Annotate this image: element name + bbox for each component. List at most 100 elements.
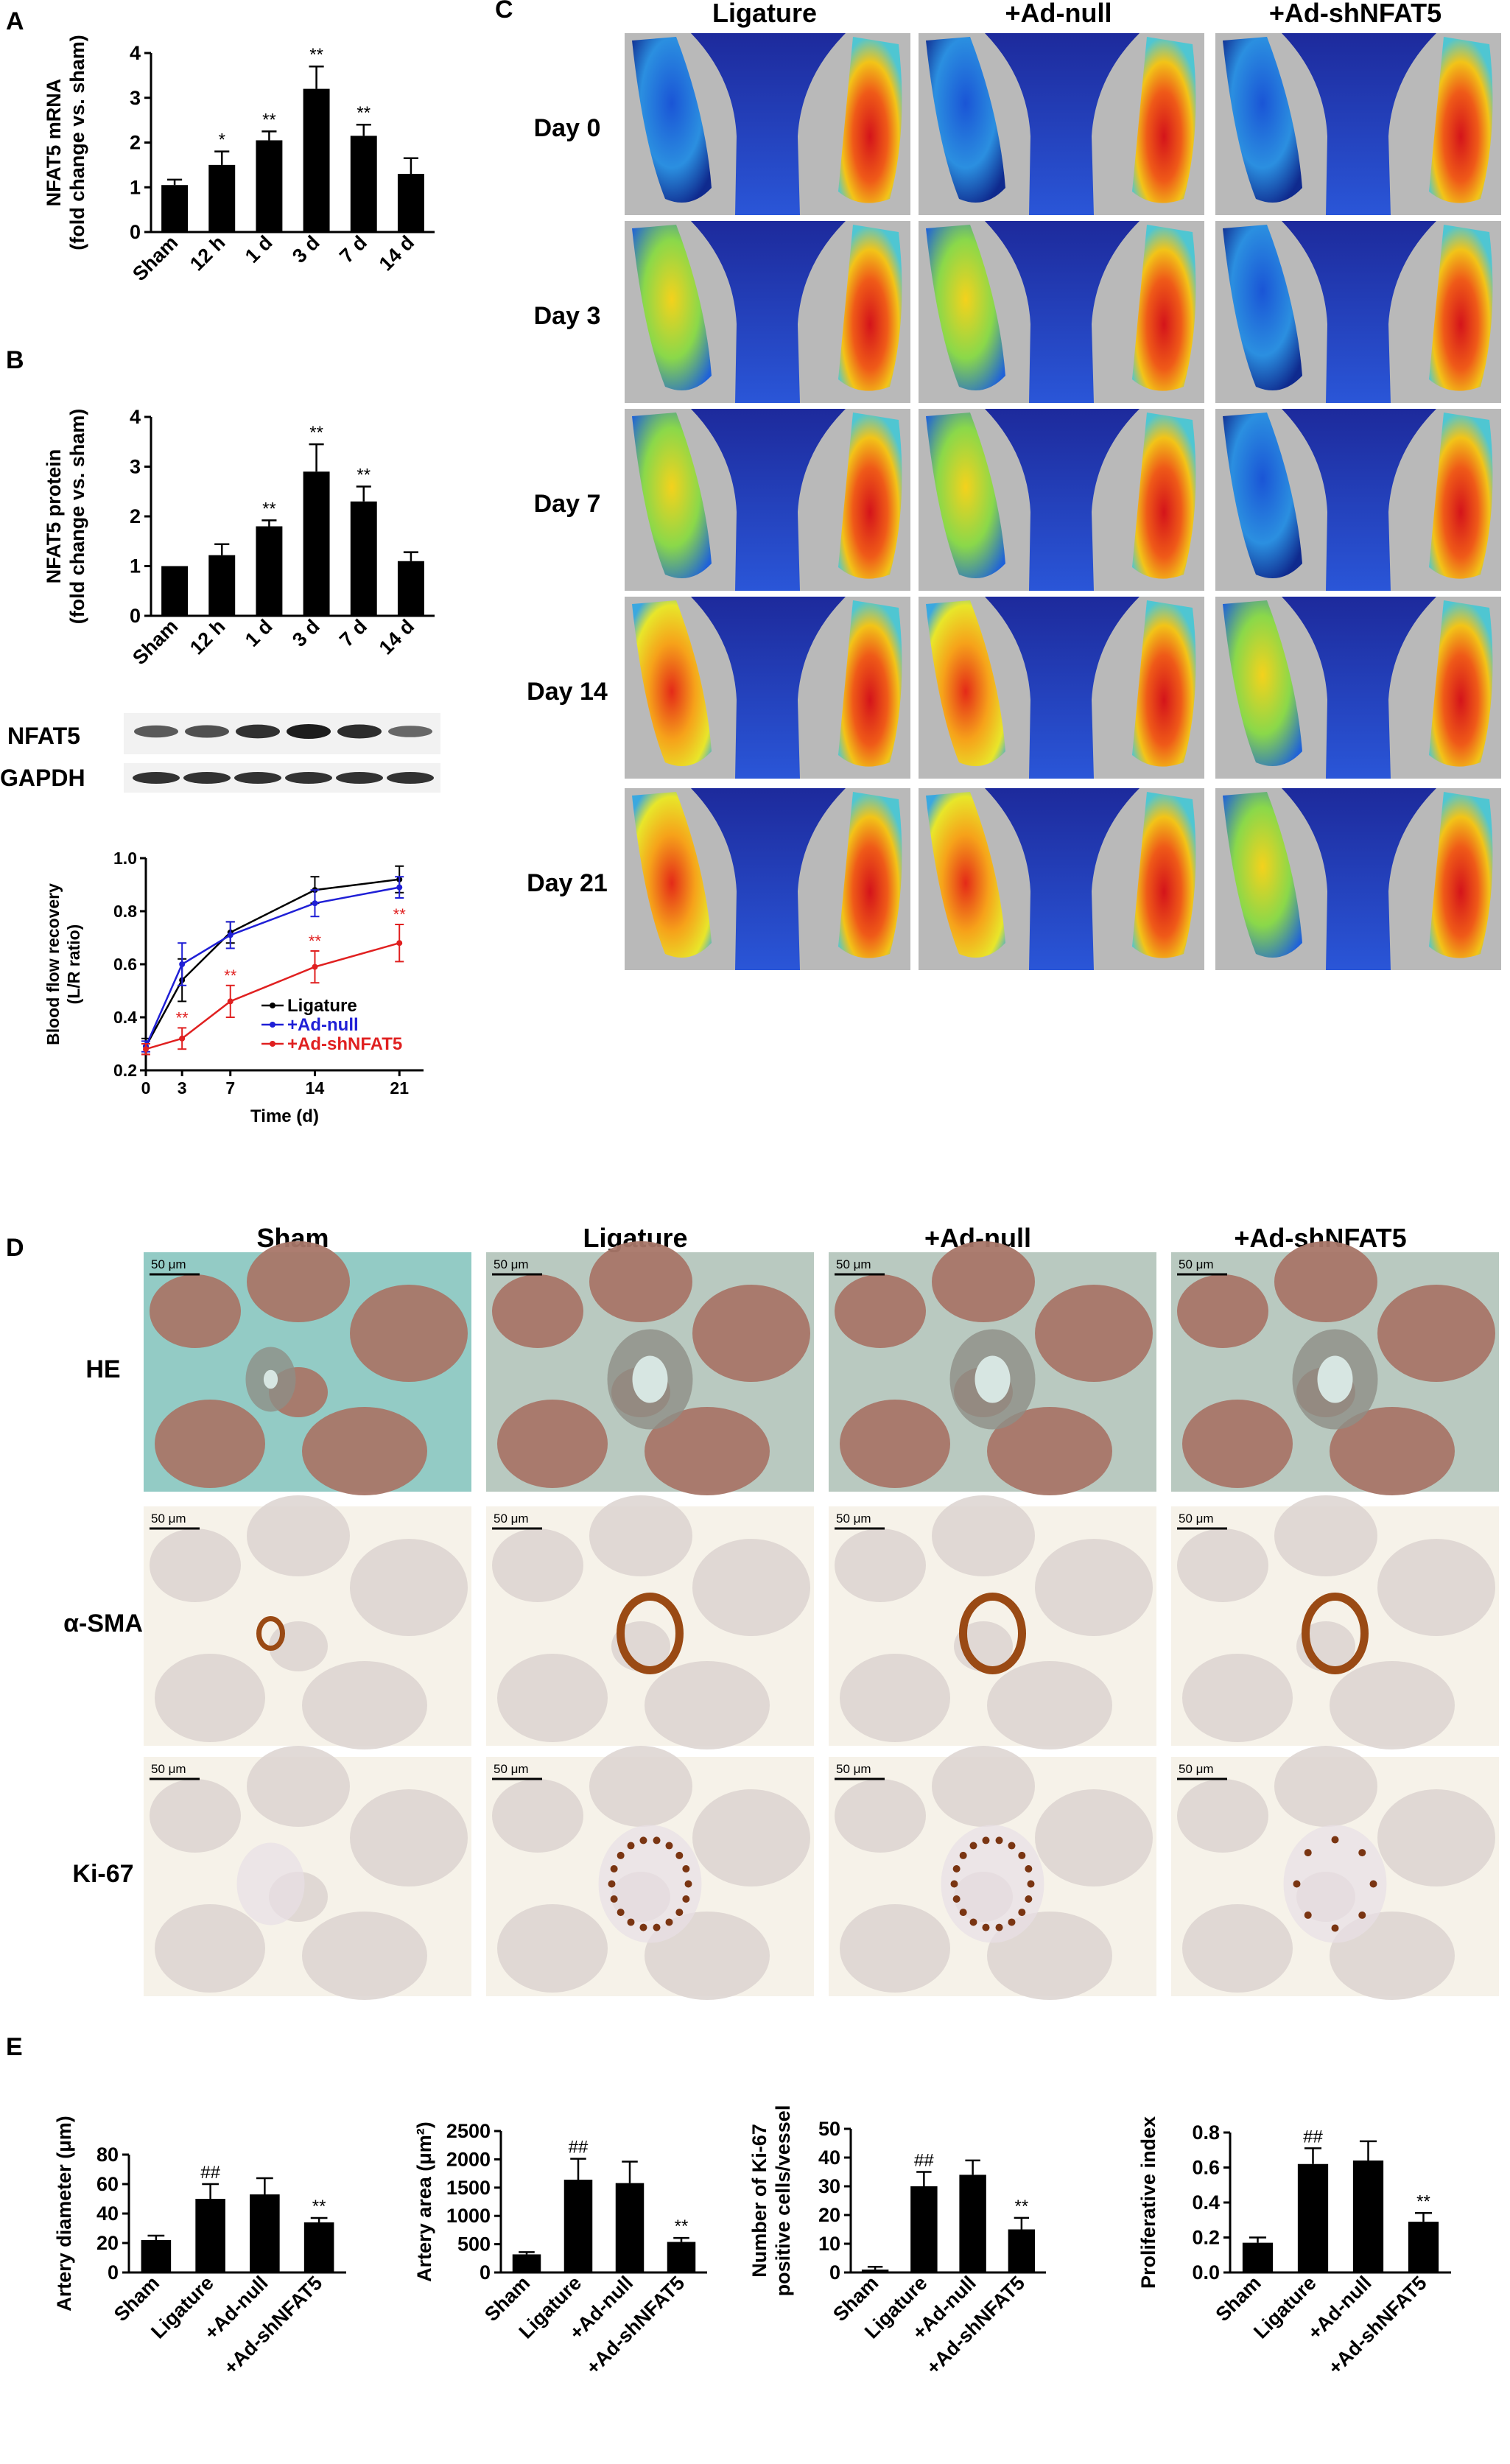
control-paw bbox=[1429, 600, 1493, 767]
x-tick-label: +Ad-shNFAT5 bbox=[220, 2272, 326, 2379]
significance-mark: ** bbox=[675, 2216, 689, 2236]
ki67-positive-nucleus bbox=[1027, 1880, 1035, 1888]
ki67-positive-nucleus bbox=[1293, 1880, 1301, 1888]
ischemic-paw bbox=[1223, 792, 1302, 958]
laser-image bbox=[625, 409, 910, 591]
muscle-fiber bbox=[1177, 1274, 1268, 1348]
muscle-fiber bbox=[645, 1407, 770, 1495]
control-paw bbox=[1132, 225, 1196, 391]
bar-14-d bbox=[397, 561, 424, 616]
scale-bar-label: 50 μm bbox=[151, 1257, 186, 1271]
scale-bar-label: 50 μm bbox=[494, 1512, 529, 1526]
legend-marker bbox=[270, 1041, 275, 1047]
y-axis-label: Number of Ki-67 bbox=[748, 2124, 770, 2278]
x-tick-label: 7 bbox=[225, 1078, 235, 1098]
muscle-fiber bbox=[840, 1654, 950, 1742]
bar--ad-null bbox=[959, 2175, 986, 2272]
muscle-fiber bbox=[692, 1539, 810, 1636]
y-tick-label: 4 bbox=[130, 42, 141, 64]
significance-mark: ** bbox=[176, 1008, 189, 1027]
legend-marker bbox=[270, 1022, 275, 1028]
ischemic-paw bbox=[926, 413, 1005, 578]
muscle-fiber bbox=[497, 1654, 608, 1742]
y-tick-label: 3 bbox=[130, 87, 141, 109]
ki67-positive-nucleus bbox=[639, 1923, 647, 1931]
control-paw bbox=[1132, 37, 1196, 203]
control-paw bbox=[838, 225, 902, 391]
bar-7-d bbox=[350, 136, 377, 232]
row-header: Day 21 bbox=[527, 869, 608, 897]
sma-stained-vessel bbox=[617, 1593, 684, 1674]
y-tick-label: 4 bbox=[130, 406, 141, 428]
torso-region bbox=[691, 409, 846, 591]
data-point bbox=[179, 1035, 186, 1042]
y-tick-label: 0.4 bbox=[113, 1008, 137, 1027]
row-header: Day 14 bbox=[527, 678, 608, 706]
panel-c-laser-doppler-grid: Ligature +Ad-null +Ad-shNFAT5 Day 0 Day 3 Day… bbox=[527, 0, 1501, 970]
control-paw bbox=[1132, 600, 1196, 767]
y-tick-label: 0 bbox=[480, 2261, 491, 2284]
muscle-fiber bbox=[987, 1661, 1112, 1749]
column-header: Ligature bbox=[712, 0, 817, 28]
muscle-fiber bbox=[492, 1528, 583, 1602]
ki67-positive-nucleus bbox=[1369, 1880, 1377, 1888]
y-tick-label: 0.8 bbox=[113, 902, 137, 921]
bar-sham bbox=[161, 566, 189, 616]
y-axis-label: (fold change vs. sham) bbox=[66, 35, 88, 250]
muscle-fiber bbox=[1035, 1539, 1153, 1636]
control-paw bbox=[1429, 792, 1493, 958]
torso-region bbox=[691, 33, 846, 215]
row-header: α-SMA bbox=[63, 1610, 143, 1638]
ischemic-paw bbox=[1223, 37, 1302, 203]
data-point bbox=[179, 961, 186, 967]
muscle-fiber bbox=[1377, 1789, 1495, 1886]
y-axis-label: Artery diameter (μm) bbox=[53, 2116, 75, 2312]
laser-image bbox=[919, 221, 1204, 403]
bar-sham bbox=[861, 2270, 889, 2272]
significance-mark: ** bbox=[1416, 2191, 1430, 2211]
laser-image bbox=[919, 597, 1204, 779]
significance-mark: ** bbox=[309, 932, 322, 950]
bar-ligature bbox=[195, 2199, 225, 2272]
ki67-positive-nucleus bbox=[675, 1851, 684, 1859]
ischemic-paw bbox=[1223, 413, 1302, 578]
micrograph: 50 μm bbox=[486, 1746, 814, 2000]
muscle-fiber bbox=[692, 1285, 810, 1382]
x-tick-label: 12 h bbox=[186, 615, 229, 659]
ischemic-paw bbox=[1223, 600, 1302, 766]
panel-letter-c: C bbox=[495, 0, 513, 24]
ki67-positive-nucleus bbox=[653, 1836, 661, 1845]
band-nfat5 bbox=[185, 725, 229, 738]
band-gapdh bbox=[387, 772, 434, 784]
scale-bar-label: 50 μm bbox=[836, 1257, 871, 1271]
x-tick-label: 7 d bbox=[335, 615, 371, 651]
vessel-region bbox=[236, 1842, 305, 1926]
y-tick-label: 2000 bbox=[446, 2148, 491, 2170]
muscle-fiber bbox=[987, 1407, 1112, 1495]
panel-letter-d: D bbox=[6, 1234, 24, 1262]
muscle-fiber bbox=[247, 1241, 350, 1322]
legend-label: Ligature bbox=[287, 996, 357, 1016]
y-tick-label: 60 bbox=[96, 2173, 119, 2195]
vessel-lumen bbox=[975, 1355, 1011, 1403]
blot-label-gapdh: GAPDH bbox=[0, 765, 85, 791]
band-nfat5 bbox=[236, 724, 280, 739]
band-nfat5 bbox=[134, 725, 178, 738]
x-tick-label: 14 bbox=[306, 1078, 325, 1098]
scale-bar-label: 50 μm bbox=[1179, 1257, 1214, 1271]
ki67-positive-nucleus bbox=[969, 1918, 977, 1926]
muscle-fiber bbox=[589, 1241, 692, 1322]
control-paw bbox=[838, 413, 902, 579]
x-tick-label: 0 bbox=[141, 1078, 151, 1098]
series-ad-shnfat5: ** ** ** ** bbox=[141, 905, 406, 1056]
data-point bbox=[143, 1046, 149, 1053]
bar--ad-null bbox=[250, 2194, 280, 2272]
significance-mark: ## bbox=[914, 2151, 934, 2171]
torso-region bbox=[1282, 788, 1436, 970]
y-axis-label: NFAT5 protein bbox=[43, 449, 65, 584]
blot-label-nfat5: NFAT5 bbox=[7, 723, 80, 749]
muscle-fiber bbox=[589, 1495, 692, 1576]
vessel-lumen bbox=[632, 1355, 668, 1403]
x-tick-label: 3 bbox=[178, 1078, 187, 1098]
